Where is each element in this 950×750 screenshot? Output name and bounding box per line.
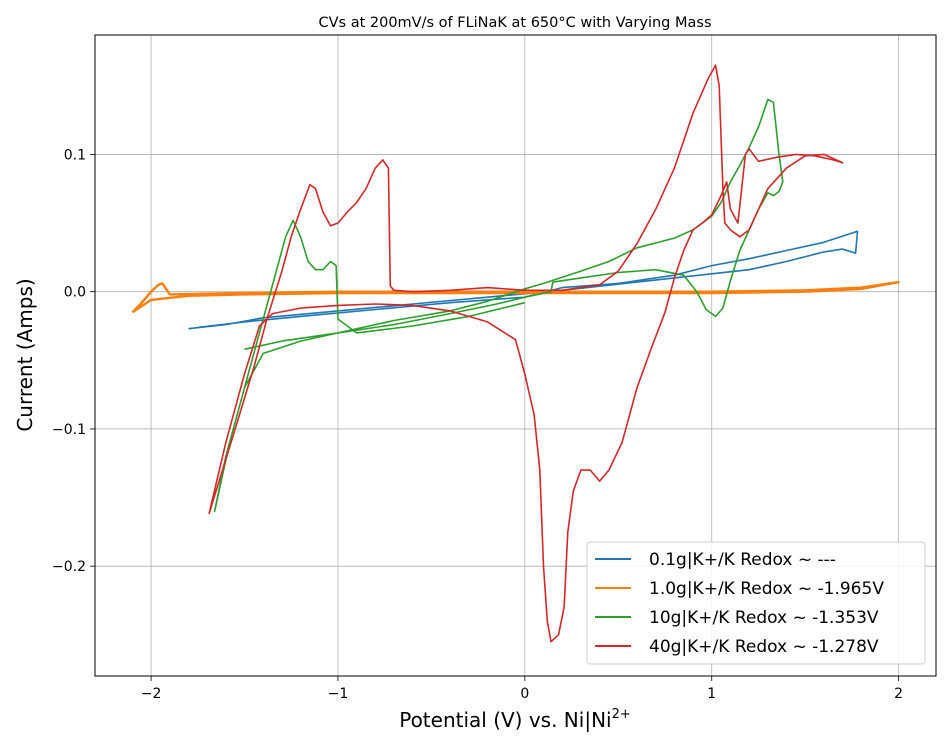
x-tick-label: 2	[894, 686, 903, 702]
plot-frame	[94, 34, 937, 677]
x-axis-label: Potential (V) vs. Ni|Ni2+	[399, 707, 631, 732]
x-tick-label: −2	[141, 686, 162, 702]
series-line-1	[188, 230, 859, 330]
y-axis-ticks: −0.2 −0.1 0.0 0.1	[52, 147, 95, 575]
legend-label: 1.0g|K+/K Redox ~ -1.965V	[649, 579, 884, 599]
chart-title: CVs at 200mV/s of FLiNaK at 650°C with V…	[318, 15, 711, 31]
x-tick-label: −1	[328, 686, 349, 702]
y-tick-label: 0.1	[64, 147, 86, 163]
y-axis-label: Current (Amps)	[13, 278, 37, 431]
x-axis-label-sup: 2+	[612, 707, 631, 722]
x-axis-ticks: −2 −1 0 1 2	[141, 676, 903, 702]
y-tick-label: −0.2	[52, 559, 86, 575]
y-tick-label: 0.0	[64, 285, 86, 301]
legend-label: 40g|K+/K Redox ~ -1.278V	[649, 637, 879, 657]
x-tick-label: 0	[520, 686, 529, 702]
legend-label: 0.1g|K+/K Redox ~ ---	[649, 550, 836, 570]
legend-box	[586, 541, 926, 665]
x-tick-label: 1	[707, 686, 716, 702]
series-line-3	[213, 98, 784, 513]
series-layer	[131, 64, 900, 643]
x-axis-label-main: Potential (V) vs. Ni|Ni	[399, 708, 611, 732]
series-line-2	[131, 280, 900, 314]
legend: 0.1g|K+/K Redox ~ --- 1.0g|K+/K Redox ~ -…	[586, 541, 926, 665]
legend-label: 10g|K+/K Redox ~ -1.353V	[649, 608, 879, 628]
series-line-4	[208, 64, 844, 643]
y-tick-label: −0.1	[52, 422, 86, 438]
